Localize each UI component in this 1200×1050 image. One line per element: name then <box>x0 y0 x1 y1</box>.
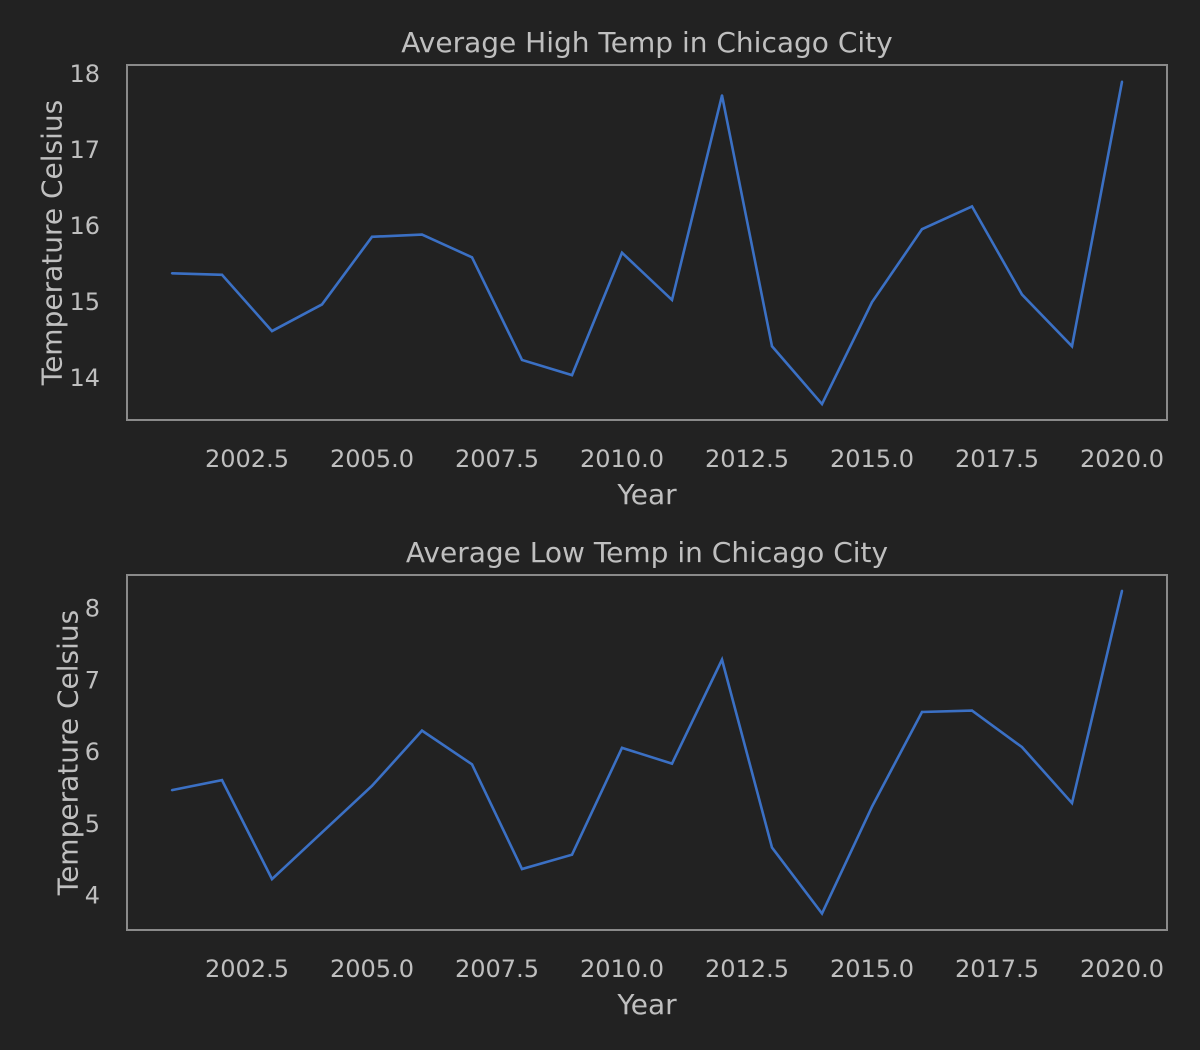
data-point <box>870 300 874 304</box>
chart-title: Average Low Temp in Chicago City <box>406 536 888 569</box>
x-tick-label: 2017.5 <box>955 955 1039 983</box>
data-point <box>670 762 674 765</box>
y-tick-label: 15 <box>69 288 100 316</box>
data-point <box>470 763 474 766</box>
data-point <box>720 658 724 661</box>
x-tick-label: 2012.5 <box>705 445 789 473</box>
data-point <box>320 831 324 834</box>
x-tick-label: 2005.0 <box>330 955 414 983</box>
data-point <box>820 402 824 406</box>
high-temp-panel: Average High Temp in Chicago City 2002.5 2… <box>36 26 1168 511</box>
y-tick-label: 7 <box>85 666 100 694</box>
y-tick-label: 16 <box>69 212 100 240</box>
y-tick-label: 6 <box>85 738 100 766</box>
data-point <box>770 846 774 849</box>
data-point <box>320 303 324 306</box>
data-point <box>270 877 274 881</box>
low-temp-panel: Average Low Temp in Chicago City 2002.5 20… <box>52 536 1168 1021</box>
x-axis-label: Year <box>616 478 677 511</box>
x-tick-label: 2005.0 <box>330 445 414 473</box>
y-axis-label: Temperature Celsius <box>52 610 85 897</box>
data-point <box>1070 345 1074 348</box>
data-point <box>270 329 274 333</box>
data-point <box>620 251 624 254</box>
y-tick-label: 14 <box>69 364 100 392</box>
data-point <box>620 746 624 750</box>
data-point <box>520 867 524 871</box>
x-tick-label: 2010.0 <box>580 445 664 473</box>
y-tick-label: 18 <box>69 60 100 88</box>
data-point <box>1070 801 1074 805</box>
x-tick-label: 2012.5 <box>705 955 789 983</box>
data-point <box>1120 80 1124 83</box>
x-tick-label: 2002.5 <box>205 445 289 473</box>
data-point <box>370 784 374 788</box>
data-point <box>520 358 524 362</box>
x-tick-label: 2017.5 <box>955 445 1039 473</box>
data-point <box>820 912 824 915</box>
y-tick-label: 8 <box>85 595 100 623</box>
data-point <box>1020 745 1024 749</box>
data-point <box>170 272 174 275</box>
x-tick-label: 2007.5 <box>455 955 539 983</box>
data-point <box>970 205 974 208</box>
data-point <box>1020 293 1024 296</box>
x-tick-label: 2015.0 <box>830 445 914 473</box>
y-tick-label: 17 <box>69 136 100 164</box>
data-point <box>1120 589 1124 592</box>
x-tick-label: 2020.0 <box>1080 955 1164 983</box>
y-tick-label: 4 <box>85 882 100 910</box>
series-line <box>171 81 1124 407</box>
data-point <box>870 805 874 808</box>
x-tick-label: 2015.0 <box>830 955 914 983</box>
data-point <box>570 853 574 856</box>
series-line <box>171 590 1124 917</box>
data-point <box>470 256 474 259</box>
data-point <box>770 345 774 348</box>
data-point <box>920 228 924 231</box>
data-point <box>970 709 974 712</box>
x-tick-label: 2020.0 <box>1080 445 1164 473</box>
y-tick-label: 5 <box>85 810 100 838</box>
data-point <box>420 233 424 236</box>
data-point <box>570 373 574 377</box>
data-point <box>920 710 924 714</box>
data-point <box>170 788 174 792</box>
plot-frame <box>126 574 1168 931</box>
x-tick-label: 2002.5 <box>205 955 289 983</box>
x-tick-label: 2010.0 <box>580 955 664 983</box>
chart-title: Average High Temp in Chicago City <box>401 26 892 59</box>
data-point <box>420 729 424 732</box>
data-point <box>670 298 674 302</box>
data-point <box>720 94 724 97</box>
data-point <box>220 778 224 782</box>
y-axis-label: Temperature Celsius <box>36 100 69 387</box>
data-point <box>220 273 224 277</box>
x-axis-label: Year <box>616 988 677 1021</box>
data-point <box>370 235 374 238</box>
plot-frame <box>126 64 1168 421</box>
x-tick-label: 2007.5 <box>455 445 539 473</box>
